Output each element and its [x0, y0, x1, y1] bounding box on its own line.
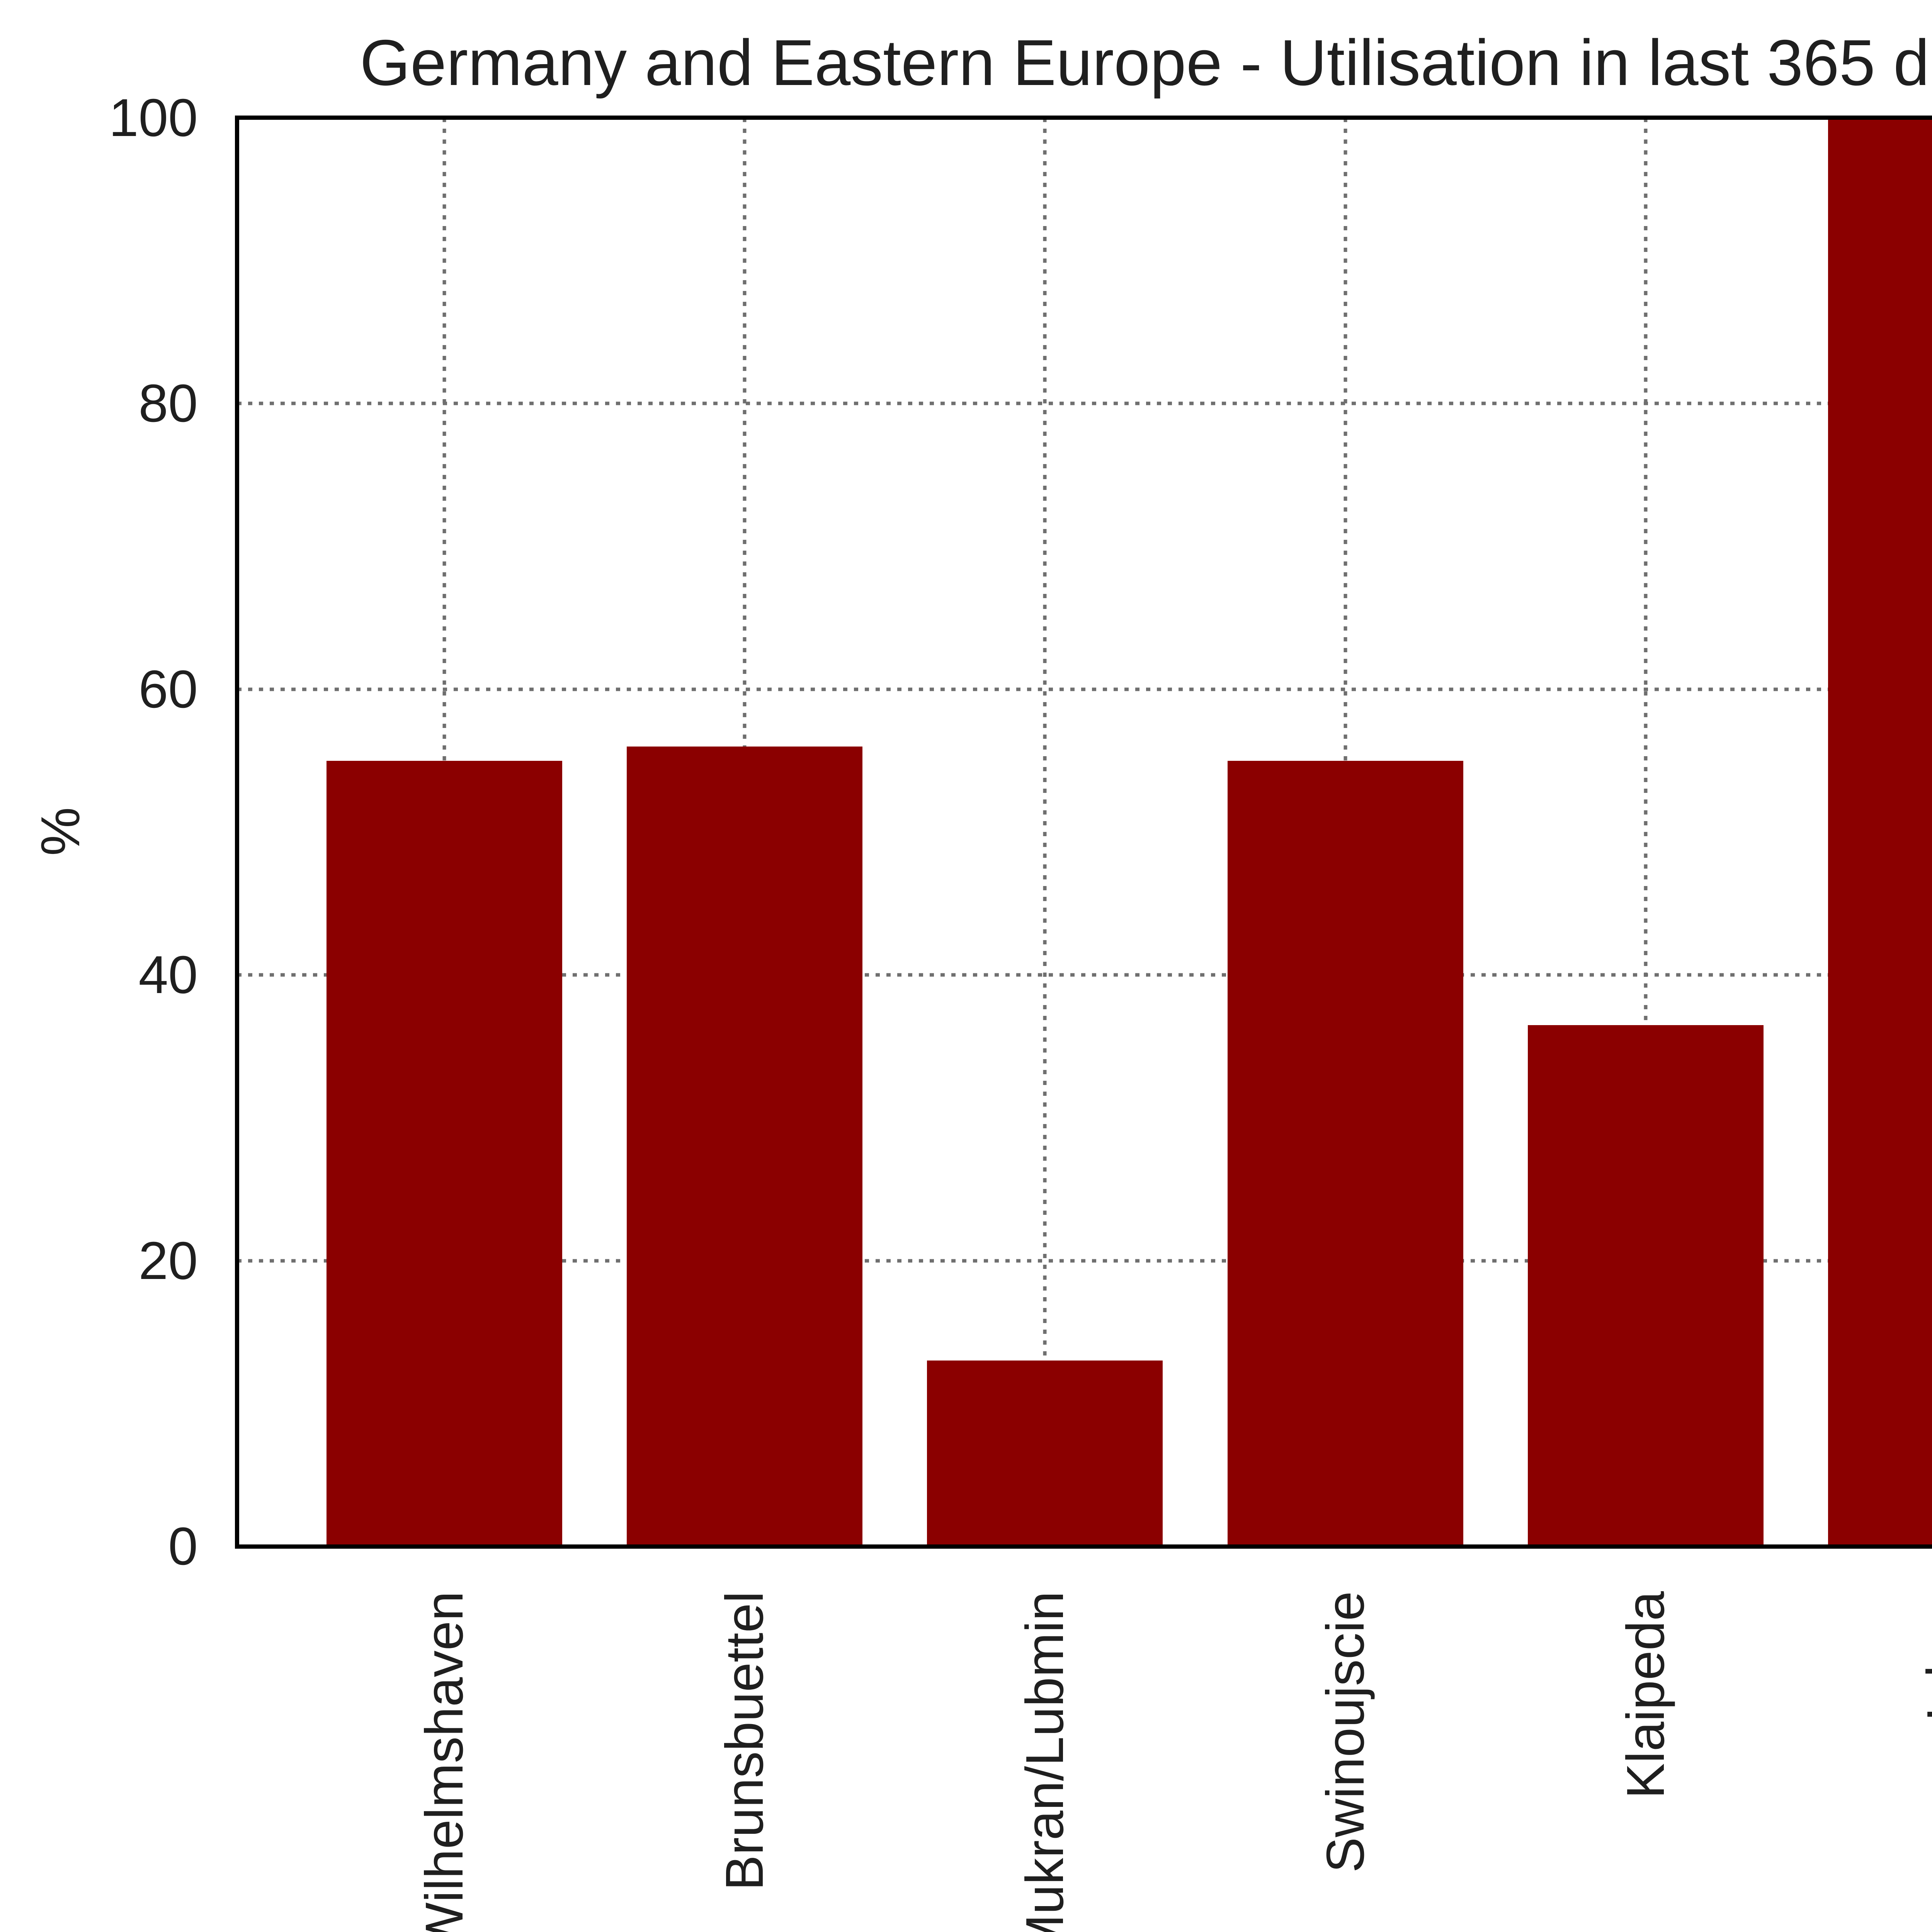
gridline-h: [237, 401, 1932, 405]
x-tick-label: Klaipeda: [1616, 1591, 1675, 1799]
bar-mukran-lubmin: [927, 1361, 1163, 1546]
x-tick-label: Inkoo: [1916, 1591, 1932, 1722]
y-tick-label: 20: [138, 1231, 198, 1291]
y-tick-label: 60: [138, 660, 198, 719]
gridline-v: [1043, 118, 1047, 1546]
gridline-h: [237, 973, 1932, 977]
bar-klaipeda: [1527, 1025, 1764, 1546]
chart-title: Germany and Eastern Europe - Utilisation…: [360, 26, 1932, 99]
x-tick-label: Brunsbuettel: [715, 1591, 774, 1891]
gridline-h: [237, 1259, 1932, 1263]
gridline-h: [237, 687, 1932, 691]
y-tick-label: 100: [109, 88, 198, 148]
y-axis-label: %: [30, 807, 91, 856]
y-tick-label: 40: [138, 945, 198, 1005]
x-tick-label: Wilhelmshaven: [415, 1591, 474, 1932]
y-tick-label: 0: [168, 1517, 198, 1576]
plot-area: [237, 118, 1932, 1546]
bar-inkoo: [1828, 118, 1932, 1546]
x-tick-label: Swinoujscie: [1316, 1591, 1375, 1873]
bar-brunsbuettel: [627, 746, 863, 1546]
bar-swinoujscie: [1227, 760, 1463, 1546]
y-tick-label: 80: [138, 374, 198, 433]
gridline-v: [1644, 118, 1648, 1546]
x-tick-label: Mukran/Lubmin: [1015, 1591, 1075, 1932]
bar-wilhelmshaven: [327, 760, 563, 1546]
